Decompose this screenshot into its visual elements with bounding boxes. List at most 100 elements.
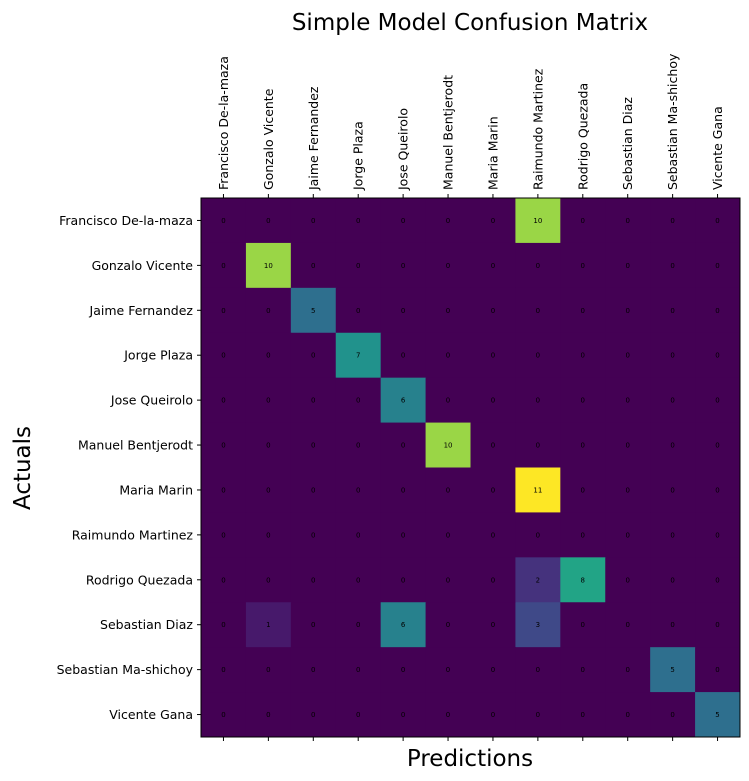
heatmap-cell <box>650 422 696 468</box>
heatmap-cell <box>245 602 292 648</box>
cell-value-label: 0 <box>266 397 270 405</box>
heatmap-cell <box>470 287 516 334</box>
cell-value-label: 0 <box>221 486 225 494</box>
heatmap-cell <box>290 242 337 289</box>
heatmap-cell <box>560 692 606 738</box>
cell-value-label: 0 <box>581 666 585 674</box>
y-tick-label: Sebastian Ma-shichoy <box>57 662 194 677</box>
heatmap-cell <box>425 198 471 244</box>
heatmap-cell <box>245 557 292 603</box>
cell-value-label: 0 <box>446 262 450 270</box>
heatmap-cell <box>695 198 741 244</box>
heatmap-cell <box>245 512 292 558</box>
heatmap-cell <box>515 557 561 603</box>
heatmap-cells <box>201 198 741 738</box>
x-tick-label: Jaime Fernandez <box>306 86 321 191</box>
cell-value-label: 0 <box>221 711 225 719</box>
cell-value-label: 0 <box>446 621 450 629</box>
heatmap-cell <box>380 512 427 558</box>
heatmap-cell <box>335 242 382 289</box>
cell-value-label: 2 <box>536 576 540 584</box>
cell-value-label: 5 <box>670 666 674 674</box>
cell-value-label: 3 <box>536 621 540 629</box>
cell-value-label: 0 <box>311 442 315 450</box>
x-tick-label: Francisco De-la-maza <box>216 56 231 190</box>
cell-value-label: 0 <box>670 262 674 270</box>
heatmap-cell <box>201 377 247 424</box>
heatmap-cell <box>695 557 741 603</box>
cell-value-label: 0 <box>311 486 315 494</box>
cell-value-label: 0 <box>356 217 360 225</box>
cell-value-label: 0 <box>401 666 405 674</box>
heatmap-cell <box>515 692 561 738</box>
cell-value-label: 0 <box>536 262 540 270</box>
cell-value-label: 0 <box>356 711 360 719</box>
cell-value-label: 0 <box>401 486 405 494</box>
heatmap-cell <box>470 602 516 648</box>
heatmap-cell <box>695 332 741 379</box>
cell-value-label: 0 <box>446 397 450 405</box>
cell-value-label: 0 <box>581 442 585 450</box>
cell-value-label: 0 <box>266 666 270 674</box>
heatmap-cell <box>695 422 741 468</box>
heatmap-cell <box>560 198 606 244</box>
heatmap-cell <box>425 512 471 558</box>
cell-value-label: 0 <box>356 262 360 270</box>
heatmap-cell <box>201 557 247 603</box>
heatmap-cell <box>470 512 516 558</box>
y-tick-label: Vicente Gana <box>109 707 193 722</box>
cell-value-label: 0 <box>536 442 540 450</box>
cell-value-label: 0 <box>491 486 495 494</box>
heatmap-cell <box>201 332 247 379</box>
heatmap-cell <box>605 332 651 379</box>
cell-value-label: 0 <box>670 576 674 584</box>
cell-value-label: 0 <box>715 531 719 539</box>
cell-value-label: 0 <box>625 666 629 674</box>
heatmap-cell <box>335 377 382 424</box>
cell-value-label: 0 <box>581 352 585 360</box>
heatmap-cell <box>605 602 651 648</box>
heatmap-cell <box>650 332 696 379</box>
cell-value-label: 0 <box>356 397 360 405</box>
cell-value-label: 0 <box>491 352 495 360</box>
heatmap-cell <box>335 467 382 513</box>
cell-value-label: 0 <box>356 576 360 584</box>
heatmap-cell <box>425 467 471 513</box>
heatmap-cell <box>470 647 516 693</box>
cell-value-label: 5 <box>311 307 315 315</box>
heatmap-cell <box>290 467 337 513</box>
cell-value-label: 0 <box>581 621 585 629</box>
heatmap-cell <box>380 557 427 603</box>
heatmap-cell <box>605 647 651 693</box>
heatmap-cell <box>201 692 247 738</box>
cell-value-label: 0 <box>670 352 674 360</box>
cell-value-label: 0 <box>446 307 450 315</box>
x-tick-label: Jorge Plaza <box>351 121 366 191</box>
cell-value-label: 0 <box>581 711 585 719</box>
cell-value-label: 0 <box>536 352 540 360</box>
heatmap-cell <box>290 377 337 424</box>
heatmap-cell <box>605 198 651 244</box>
cell-value-label: 0 <box>536 711 540 719</box>
cell-value-label: 10 <box>533 217 542 225</box>
heatmap-cell <box>695 287 741 334</box>
cell-value-label: 0 <box>491 397 495 405</box>
heatmap-cell <box>515 512 561 558</box>
y-tick-label: Sebastian Diaz <box>100 617 193 632</box>
cell-value-label: 0 <box>625 576 629 584</box>
heatmap-cell <box>335 557 382 603</box>
heatmap-cell <box>335 332 382 379</box>
cell-value-label: 0 <box>625 711 629 719</box>
heatmap-cell <box>425 242 471 289</box>
cell-value-label: 0 <box>356 531 360 539</box>
cell-value-label: 1 <box>266 621 270 629</box>
heatmap-cell <box>290 557 337 603</box>
cell-value-label: 0 <box>715 262 719 270</box>
y-tick-label: Jaime Fernandez <box>89 303 194 318</box>
heatmap-cell <box>560 287 606 334</box>
heatmap-cell <box>560 422 606 468</box>
heatmap-cell <box>425 332 471 379</box>
cell-value-label: 0 <box>311 666 315 674</box>
heatmap-cell <box>695 242 741 289</box>
cell-value-label: 0 <box>446 217 450 225</box>
